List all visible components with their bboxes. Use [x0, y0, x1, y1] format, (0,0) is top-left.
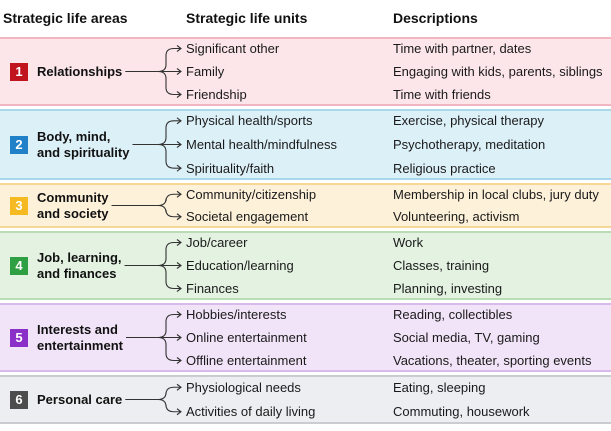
area-number-badge: 2: [10, 135, 28, 154]
connector-branch: [157, 386, 181, 401]
unit-cell: Family: [186, 64, 225, 79]
area-name: Job, learning, and finances: [37, 249, 122, 281]
unit-cell: Friendship: [186, 87, 247, 102]
arrowhead-icon: [176, 190, 182, 198]
description-cell: Membership in local clubs, jury duty: [393, 186, 599, 202]
description-cell: Eating, sleeping: [393, 379, 486, 395]
description-cell: Reading, collectibles: [393, 307, 513, 322]
area-label-group: 4 Job, learning, and finances: [10, 250, 122, 282]
unit-cell: Education/learning: [186, 258, 294, 273]
description-cell: Vacations, theater, sporting events: [393, 353, 592, 368]
unit-cell: Hobbies/interests: [186, 307, 287, 322]
unit-cell: Mental health/mindfulness: [186, 137, 338, 152]
group-band: [0, 183, 611, 228]
area-number-badge: 5: [10, 328, 28, 347]
area-label-group: 2 Body, mind, and spirituality: [10, 129, 129, 161]
connector-branch: [157, 313, 181, 339]
arrowhead-icon: [176, 285, 182, 292]
connector-branch: [157, 70, 181, 96]
unit-cell: Activities of daily living: [186, 404, 316, 420]
description-cell: Engaging with kids, parents, siblings: [393, 64, 603, 79]
arrowhead-icon: [176, 357, 182, 364]
area-label-group: 3 Community and society: [10, 190, 109, 222]
group-band: [0, 109, 611, 180]
header-units: Strategic life units: [186, 10, 308, 26]
unit-cell: Physiological needs: [186, 379, 301, 395]
arrowhead-icon: [176, 239, 182, 246]
description-cell: Planning, investing: [393, 281, 503, 296]
description-cell: Time with partner, dates: [393, 41, 532, 56]
arrowhead-icon: [176, 311, 182, 318]
arrowhead-icon: [176, 141, 182, 148]
unit-cell: Finances: [186, 281, 239, 296]
area-name: Relationships: [37, 63, 123, 79]
description-cell: Work: [393, 235, 424, 250]
connector-branch: [157, 241, 181, 267]
header-areas: Strategic life areas: [3, 10, 128, 26]
connector-branch: [157, 143, 181, 169]
description-cell: Volunteering, activism: [393, 209, 520, 225]
arrowhead-icon: [176, 383, 182, 391]
group-band: [0, 303, 611, 372]
connector-branch: [157, 398, 181, 413]
unit-cell: Significant other: [186, 41, 280, 56]
arrowhead-icon: [176, 262, 182, 269]
unit-cell: Spirituality/faith: [186, 160, 275, 176]
arrowhead-icon: [176, 164, 182, 172]
connector-branch: [157, 120, 181, 146]
description-cell: Exercise, physical therapy: [393, 113, 545, 129]
unit-cell: Societal engagement: [186, 209, 309, 225]
area-label-group: 6 Personal care: [10, 390, 123, 409]
area-number-badge: 1: [10, 62, 28, 81]
unit-cell: Community/citizenship: [186, 186, 317, 202]
unit-cell: Physical health/sports: [186, 113, 313, 129]
connector-branch: [157, 204, 181, 218]
area-label-group: 1 Relationships: [10, 62, 123, 81]
arrowhead-icon: [176, 213, 182, 221]
area-name: Personal care: [37, 391, 123, 407]
area-name: Interests and entertainment: [37, 321, 123, 353]
description-cell: Religious practice: [393, 160, 496, 176]
header-descriptions: Descriptions: [393, 10, 478, 26]
arrowhead-icon: [176, 408, 182, 416]
area-label-group: 5 Interests and entertainment: [10, 322, 123, 354]
area-number-badge: 3: [10, 196, 28, 215]
area-name: Community and society: [37, 189, 109, 221]
description-cell: Social media, TV, gaming: [393, 330, 540, 345]
area-number-badge: 4: [10, 256, 28, 275]
description-cell: Classes, training: [393, 258, 490, 273]
description-cell: Commuting, housework: [393, 404, 530, 420]
connector-branch: [157, 47, 181, 73]
connector-branch: [157, 193, 181, 207]
description-cell: Time with friends: [393, 87, 491, 102]
arrowhead-icon: [176, 117, 182, 125]
arrowhead-icon: [176, 91, 182, 98]
unit-cell: Offline entertainment: [186, 353, 307, 368]
unit-cell: Online entertainment: [186, 330, 307, 345]
group-band: [0, 231, 611, 300]
arrowhead-icon: [176, 68, 182, 75]
area-number-badge: 6: [10, 390, 28, 409]
connector-branch: [157, 336, 181, 362]
unit-cell: Job/career: [186, 235, 248, 250]
connector-branch: [157, 264, 181, 290]
arrowhead-icon: [176, 334, 182, 341]
description-cell: Psychotherapy, meditation: [393, 137, 546, 152]
group-band: [0, 375, 611, 424]
group-band: [0, 37, 611, 106]
arrowhead-icon: [176, 45, 182, 52]
area-name: Body, mind, and spirituality: [37, 128, 130, 160]
